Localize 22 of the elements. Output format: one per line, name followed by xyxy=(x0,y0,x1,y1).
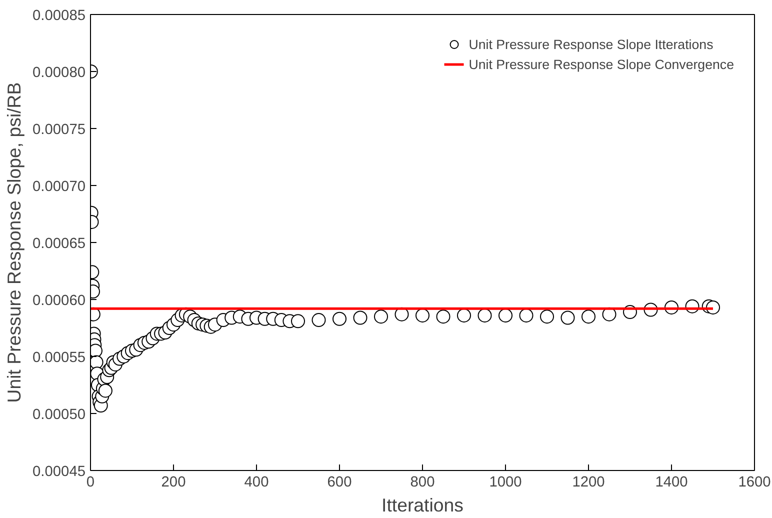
y-tick-label: 0.00075 xyxy=(32,122,86,138)
y-tick-label: 0.00085 xyxy=(32,8,86,24)
y-tick-label: 0.00060 xyxy=(32,293,86,309)
x-tick-label: 800 xyxy=(410,474,435,490)
y-axis-title: Unit Pressure Response Slope, psi/RB xyxy=(4,82,25,403)
y-tick-label: 0.00050 xyxy=(32,407,86,423)
x-tick-label: 600 xyxy=(327,474,352,490)
x-tick-label: 1000 xyxy=(489,474,522,490)
legend-label: Unit Pressure Response Slope Itterations xyxy=(468,36,714,52)
x-tick-label: 1600 xyxy=(738,474,771,490)
y-tick-label: 0.00080 xyxy=(32,65,86,81)
y-tick-label: 0.00070 xyxy=(32,179,86,195)
y-tick-label: 0.00065 xyxy=(32,236,86,252)
x-tick-label: 1200 xyxy=(572,474,605,490)
x-tick-label: 0 xyxy=(86,474,95,490)
legend-label: Unit Pressure Response Slope Convergence xyxy=(468,56,734,72)
x-tick-label: 400 xyxy=(244,474,269,490)
y-tick-label: 0.00045 xyxy=(32,464,86,480)
x-tick-label: 1400 xyxy=(655,474,688,490)
x-tick-label: 200 xyxy=(161,474,186,490)
y-tick-label: 0.00055 xyxy=(32,350,86,366)
x-axis-title: Itterations xyxy=(382,494,464,516)
